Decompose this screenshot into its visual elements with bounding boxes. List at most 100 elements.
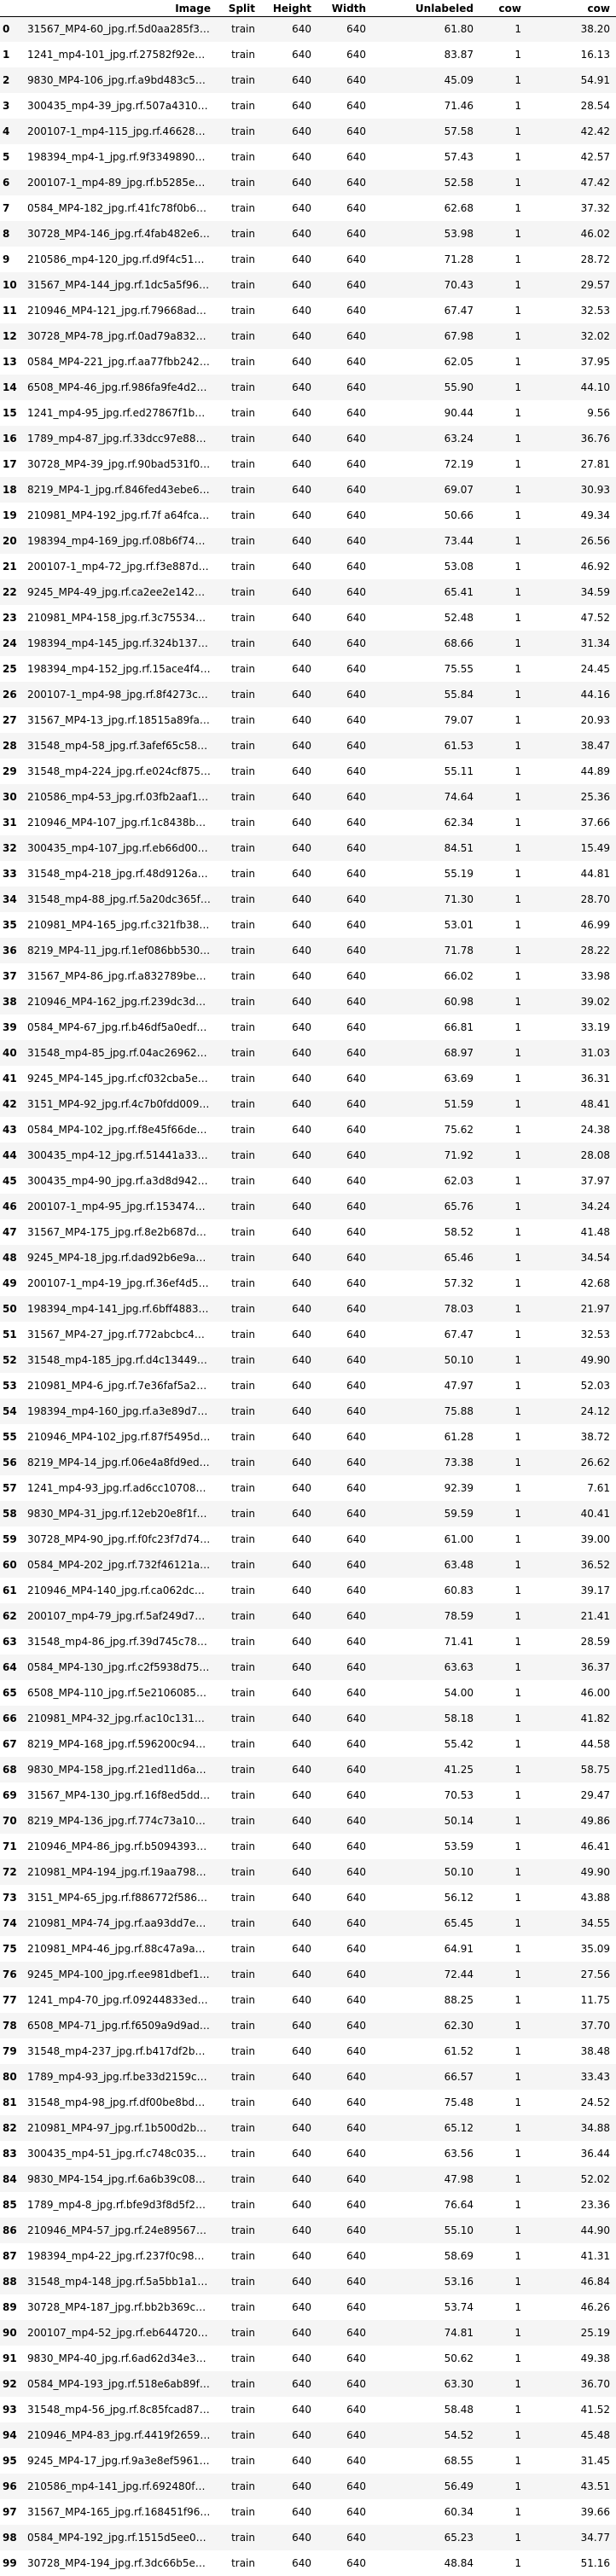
height-cell: 640 [292,509,311,521]
cow-count-cell: 1 [479,1194,527,1219]
image-cell: 210981_MP4-32_jpg.rf.ac10c1311c70c2945fe… [24,1706,217,1731]
cow-percent-cell: 21.97 [527,1296,616,1322]
split-cell: train [231,356,255,368]
table-row: 57 1241_mp4-93_jpg.rf.ad6cc10708db30019d5… [0,1475,616,1501]
cow-count-cell: 1 [514,1943,521,1955]
table-row: 37 31567_MP4-86_jpg.rf.a832789be6b8e42770… [0,963,616,989]
width-cell: 640 [346,1943,366,1955]
height-cell: 640 [261,426,317,451]
cow-count-cell: 1 [514,714,521,726]
row-index: 80 [0,2064,24,2090]
split-cell: train [231,1021,255,1033]
cow-count-cell: 1 [479,1040,527,1066]
height-cell: 640 [292,100,311,112]
table-row: 49 200107-1_mp4-19_jpg.rf.36ef4d5fca58ebf… [0,1271,616,1296]
unlabeled-cell: 73.38 [372,1450,479,1475]
image-cell: 9245_MP4-49_jpg.rf.ca2ee2e142d37a1996989… [24,579,217,605]
split-cell: train [217,2371,261,2397]
column-header-height: Height [261,0,317,17]
unlabeled-cell: 61.80 [372,16,479,42]
unlabeled-cell: 78.59 [372,1603,479,1629]
height-cell: 640 [292,1482,311,1494]
image-cell: 198394_mp4-22_jpg.rf.237f0c9804a51b688f2… [27,2250,217,2262]
cow-percent-cell: 43.88 [580,1892,610,1904]
image-cell: 30728_MP4-146_jpg.rf.4fab482e61ce214cd22… [24,221,217,247]
height-cell: 640 [292,1431,311,1443]
table-row: 5 198394_mp4-1_jpg.rf.9f334989088b3069819… [0,144,616,170]
table-row: 79 31548_mp4-237_jpg.rf.b417df2bcc4a65ccb… [0,2038,616,2064]
unlabeled-cell: 69.07 [372,477,479,503]
unlabeled-cell: 74.64 [372,784,479,810]
split-cell: train [231,1943,255,1955]
row-index: 48 [0,1245,24,1271]
table-row: 17 30728_MP4-39_jpg.rf.90bad531f0a98fa377… [0,451,616,477]
split-cell: train [217,221,261,247]
width-cell: 640 [346,202,366,214]
split-cell: train [231,1585,255,1596]
split-cell: train [231,1380,255,1392]
cow-count-cell: 1 [514,2250,521,2262]
height-cell: 640 [292,2148,311,2160]
cow-count-cell: 1 [514,1124,521,1136]
cow-percent-cell: 34.88 [527,2115,616,2141]
split-cell: train [217,2064,261,2090]
unlabeled-cell: 59.59 [372,1501,479,1526]
image-cell: 210981_MP4-165_jpg.rf.c321fb387a0dea816e… [27,919,217,931]
cow-percent-cell: 28.54 [580,100,610,112]
table-row: 85 1789_mp4-8_jpg.rf.bfe9d3f8d5f29ac6d4ea… [0,2192,616,2218]
row-index: 65 [3,1687,17,1699]
unlabeled-cell: 63.24 [372,426,479,451]
cow-percent-cell: 44.81 [580,868,610,880]
image-cell: 6508_MP4-71_jpg.rf.f6509a9d9ad3fedbb6d16… [24,2013,217,2038]
unlabeled-cell: 92.39 [444,1482,474,1494]
cow-percent-cell: 23.36 [580,2199,610,2211]
unlabeled-cell: 45.09 [372,67,479,93]
image-cell: 198394_mp4-152_jpg.rf.15ace4f41a31822cb1… [27,663,217,675]
table-row: 21 200107-1_mp4-72_jpg.rf.f3e887d585fb797… [0,554,616,579]
image-cell: 1241_mp4-95_jpg.rf.ed27867f1b329abefac01… [27,407,217,419]
cow-percent-cell: 16.13 [580,49,610,61]
row-index: 28 [0,733,24,759]
cow-count-cell: 1 [479,528,527,554]
width-cell: 640 [317,2320,372,2346]
cow-percent-cell: 31.34 [527,631,616,656]
table-row: 81 31548_mp4-98_jpg.rf.df00be8bd8c2a35cb2… [0,2090,616,2115]
cow-percent-cell: 35.09 [580,1943,610,1955]
split-cell: train [217,1040,261,1066]
unlabeled-cell: 65.23 [372,2525,479,2550]
width-cell: 640 [346,1431,366,1443]
image-cell: 210981_MP4-194_jpg.rf.19aa798a18a81a5c5d… [24,1859,217,1885]
table-row: 50198394_mp4-141_jpg.rf.6bff4883ef287bb4… [0,1296,616,1322]
unlabeled-cell: 75.62 [444,1124,474,1136]
row-index: 20 [0,528,24,554]
table-row: 5231548_mp4-185_jpg.rf.d4c134497450fcc3c… [0,1347,616,1373]
unlabeled-cell: 66.57 [372,2064,479,2090]
cow-percent-cell: 46.99 [580,919,610,931]
row-index: 41 [3,1073,17,1084]
row-index: 71 [3,1840,17,1852]
cow-count-cell: 1 [479,1859,527,1885]
cow-percent-cell: 37.97 [580,1175,610,1187]
column-header-unlabeled: Unlabeled [372,0,479,17]
cow-count-cell: 1 [514,100,521,112]
table-row: 26200107-1_mp4-98_jpg.rf.8f4273ced3bc028… [0,682,616,707]
cow-percent-cell: 31.45 [580,2455,610,2467]
image-cell: 198394_mp4-145_jpg.rf.324b137193f2ee347e… [24,631,217,656]
height-cell: 640 [261,67,317,93]
width-cell: 640 [317,170,372,195]
unlabeled-cell: 53.16 [372,2269,479,2294]
split-cell: train [231,2199,255,2211]
unlabeled-cell: 58.69 [444,2250,474,2262]
cow-count-cell: 1 [514,1021,521,1033]
row-index: 47 [3,1226,17,1238]
unlabeled-cell: 88.25 [444,1994,474,2006]
table-row: 25 198394_mp4-152_jpg.rf.15ace4f41a31822c… [0,656,616,682]
unlabeled-cell: 58.18 [372,1706,479,1731]
split-cell: train [217,1347,261,1373]
height-cell: 640 [292,1840,311,1852]
cow-percent-cell: 36.31 [580,1073,610,1084]
cow-percent-cell: 39.17 [580,1585,610,1596]
cow-percent-cell: 15.49 [527,835,616,861]
table-row: 849830_MP4-154_jpg.rf.6a6b39c08bd2cec88e… [0,2166,616,2192]
row-index: 53 [3,1380,17,1392]
